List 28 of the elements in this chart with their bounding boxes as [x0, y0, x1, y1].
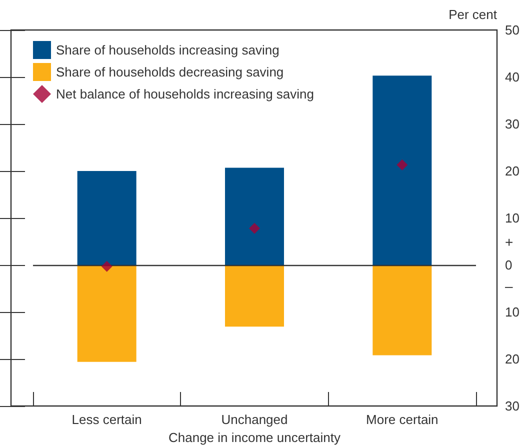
y-tick-label: 50: [505, 22, 520, 38]
bar: [77, 171, 136, 265]
bar: [372, 265, 432, 356]
y-tick-label: 30: [505, 398, 520, 414]
y-tick-label: 10: [505, 210, 520, 226]
y-tick-label: 10: [505, 304, 520, 320]
bar: [77, 265, 136, 362]
y-tick-label: 30: [505, 116, 520, 132]
point: [249, 222, 260, 234]
point: [396, 159, 408, 170]
bar: [225, 265, 284, 327]
y-axis-title: Per cent: [448, 7, 498, 22]
x-tick-label: Less certain: [72, 412, 142, 427]
legend-label: Share of households increasing saving: [56, 42, 280, 58]
legend-label: Net balance of households increasing saving: [56, 86, 314, 102]
bar: [372, 76, 432, 265]
y-tick-label: 20: [505, 352, 520, 366]
y-tick-label: 40: [505, 70, 520, 84]
legend-label: Share of households decreasing saving: [56, 64, 284, 80]
bar: [225, 168, 284, 265]
x-axis-title: Change in income uncertainty: [168, 430, 341, 445]
x-tick-label: Unchanged: [221, 412, 288, 427]
y-tick-label: 0: [505, 258, 512, 272]
x-tick-label: More certain: [366, 412, 438, 427]
text: –: [505, 278, 513, 294]
y-tick-label: 20: [505, 164, 520, 178]
text: +: [505, 234, 514, 250]
point: [101, 260, 112, 272]
